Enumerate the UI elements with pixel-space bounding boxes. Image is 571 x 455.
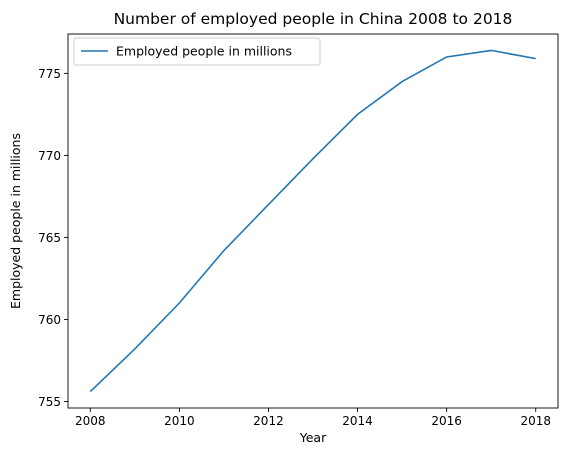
legend: Employed people in millions (73, 37, 321, 66)
x-tick-label: 2008 (75, 414, 106, 428)
plot-area-frame (67, 33, 559, 409)
x-tick-label: 2018 (520, 414, 551, 428)
chart-title: Number of employed people in China 2008 … (114, 10, 513, 28)
y-tick-label: 775 (38, 67, 61, 81)
y-tick-label: 760 (38, 313, 61, 327)
series-line-employed (89, 49, 536, 393)
x-tick-label: 2014 (342, 414, 373, 428)
y-tick-label: 770 (38, 149, 61, 163)
x-tick-label: 2012 (253, 414, 284, 428)
y-tick-label: 765 (38, 231, 61, 245)
x-tick-label: 2010 (164, 414, 195, 428)
x-axis-label: Year (299, 430, 327, 445)
legend-entry-label: Employed people in millions (116, 44, 292, 59)
x-tick-label: 2016 (431, 414, 462, 428)
y-axis-ticks: 755 760 765 770 775 (38, 67, 68, 409)
x-axis-ticks: 2008 2010 2012 2014 2016 2018 (75, 408, 551, 428)
y-tick-label: 755 (38, 395, 61, 409)
y-axis-label: Employed people in millions (8, 133, 23, 309)
legend-box (73, 37, 321, 66)
